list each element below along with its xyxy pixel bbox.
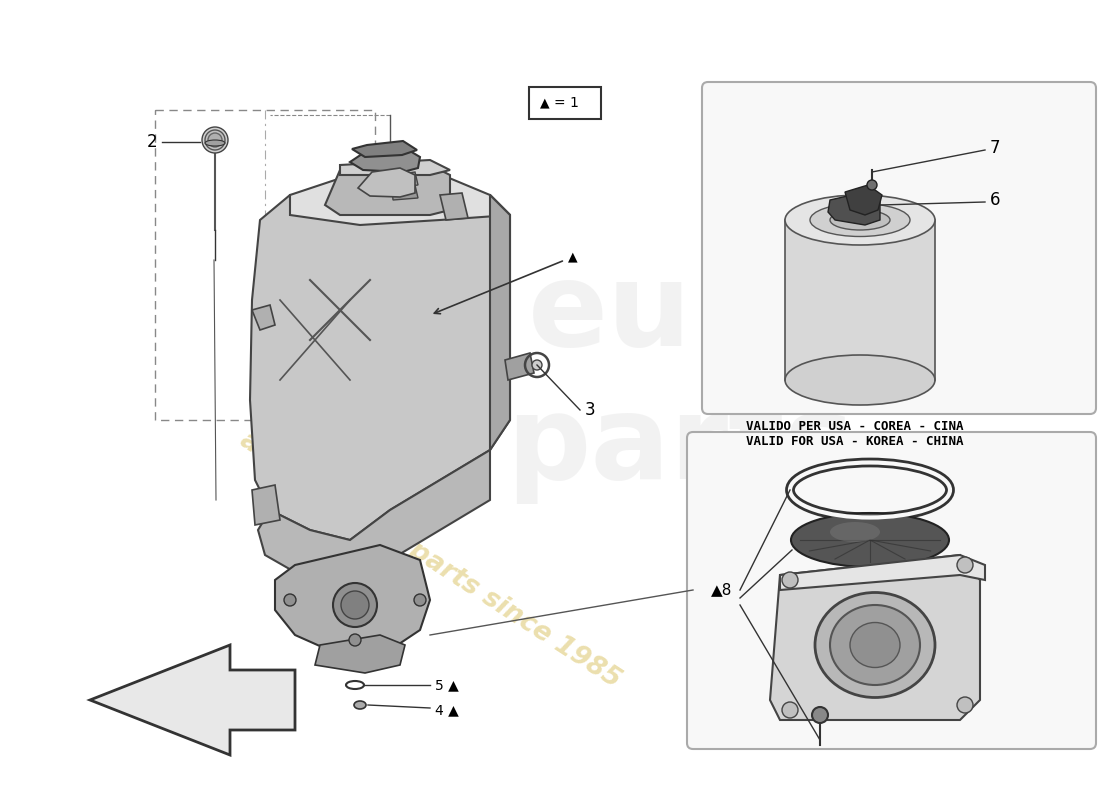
Polygon shape: [258, 450, 490, 585]
Polygon shape: [392, 185, 418, 200]
Text: 3: 3: [585, 401, 595, 419]
Ellipse shape: [785, 195, 935, 245]
Circle shape: [341, 591, 368, 619]
Polygon shape: [785, 220, 935, 380]
Circle shape: [284, 594, 296, 606]
Polygon shape: [440, 193, 467, 220]
Circle shape: [957, 557, 974, 573]
Text: ▲: ▲: [568, 250, 578, 263]
Circle shape: [782, 702, 797, 718]
Polygon shape: [770, 555, 980, 720]
Text: 4 ▲: 4 ▲: [434, 703, 459, 717]
Polygon shape: [250, 195, 510, 540]
Polygon shape: [324, 165, 450, 215]
Text: 5 ▲: 5 ▲: [434, 678, 459, 692]
Circle shape: [208, 133, 222, 147]
Polygon shape: [252, 485, 280, 525]
Text: ▲8: ▲8: [711, 582, 732, 598]
Ellipse shape: [830, 522, 880, 542]
Text: euro
parts: euro parts: [506, 256, 855, 504]
Circle shape: [812, 707, 828, 723]
Ellipse shape: [205, 140, 225, 146]
Text: a passion for parts since 1985: a passion for parts since 1985: [234, 427, 625, 693]
FancyBboxPatch shape: [688, 432, 1096, 749]
Ellipse shape: [785, 355, 935, 405]
Ellipse shape: [830, 210, 890, 230]
Ellipse shape: [805, 471, 935, 509]
Ellipse shape: [830, 605, 920, 685]
Circle shape: [349, 634, 361, 646]
Polygon shape: [252, 305, 275, 330]
Polygon shape: [352, 141, 417, 157]
Text: VALIDO PER USA - COREA - CINA
VALID FOR USA - KOREA - CHINA: VALIDO PER USA - COREA - CINA VALID FOR …: [746, 420, 964, 448]
Text: 2: 2: [146, 133, 157, 151]
Polygon shape: [315, 635, 405, 673]
Circle shape: [202, 127, 228, 153]
Circle shape: [414, 594, 426, 606]
Text: 7: 7: [990, 139, 1001, 157]
Circle shape: [957, 697, 974, 713]
Polygon shape: [505, 353, 534, 380]
Polygon shape: [392, 172, 418, 188]
Polygon shape: [340, 160, 450, 175]
FancyBboxPatch shape: [702, 82, 1096, 414]
Circle shape: [333, 583, 377, 627]
Circle shape: [867, 180, 877, 190]
Polygon shape: [780, 555, 984, 590]
Polygon shape: [358, 168, 415, 197]
Polygon shape: [290, 170, 510, 225]
Text: ▲: ▲: [540, 97, 550, 110]
Polygon shape: [90, 645, 295, 755]
Circle shape: [782, 572, 797, 588]
Ellipse shape: [791, 513, 949, 567]
Ellipse shape: [354, 701, 366, 709]
Ellipse shape: [815, 593, 935, 698]
Text: = 1: = 1: [554, 96, 579, 110]
Polygon shape: [275, 545, 430, 655]
Text: 6: 6: [990, 191, 1001, 209]
Polygon shape: [828, 192, 880, 225]
Polygon shape: [845, 185, 882, 215]
Circle shape: [205, 130, 225, 150]
Polygon shape: [350, 148, 420, 172]
Ellipse shape: [850, 622, 900, 667]
Polygon shape: [490, 195, 510, 450]
Bar: [155, 110, 375, 420]
Ellipse shape: [810, 203, 910, 237]
Circle shape: [532, 360, 542, 370]
